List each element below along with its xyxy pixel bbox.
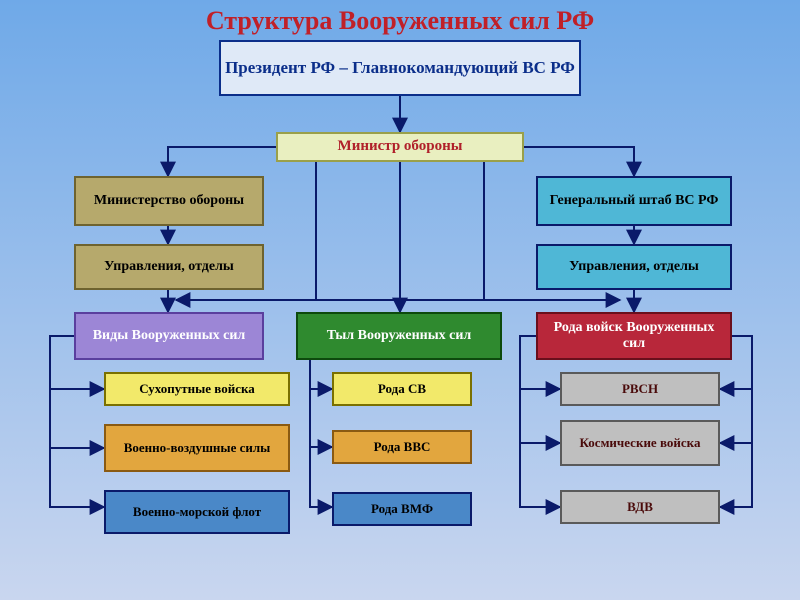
node-vdv: ВДВ [560, 490, 720, 524]
node-min_dep: Управления, отделы [74, 244, 264, 290]
node-president: Президент РФ – Главнокомандующий ВС РФ [219, 40, 581, 96]
node-gen_dep: Управления, отделы [536, 244, 732, 290]
node-rod_vvs: Рода ВВС [332, 430, 472, 464]
node-rod_vmf: Рода ВМФ [332, 492, 472, 526]
node-genstaff: Генеральный штаб ВС РФ [536, 176, 732, 226]
diagram-title: Структура Вооруженных сил РФ [0, 6, 800, 36]
node-rear: Тыл Вооруженных сил [296, 312, 502, 360]
node-rod_sv: Рода СВ [332, 372, 472, 406]
node-rvsn: РВСН [560, 372, 720, 406]
node-types: Виды Вооруженных сил [74, 312, 264, 360]
node-airforce: Военно-воздушные силы [104, 424, 290, 472]
node-navy: Военно-морской флот [104, 490, 290, 534]
node-space: Космические войска [560, 420, 720, 466]
diagram-canvas: Структура Вооруженных сил РФ Президент Р… [0, 0, 800, 600]
node-ground: Сухопутные войска [104, 372, 290, 406]
node-ministry: Министерство обороны [74, 176, 264, 226]
node-branches: Рода войск Вооруженных сил [536, 312, 732, 360]
node-minister: Министр обороны [276, 132, 524, 162]
